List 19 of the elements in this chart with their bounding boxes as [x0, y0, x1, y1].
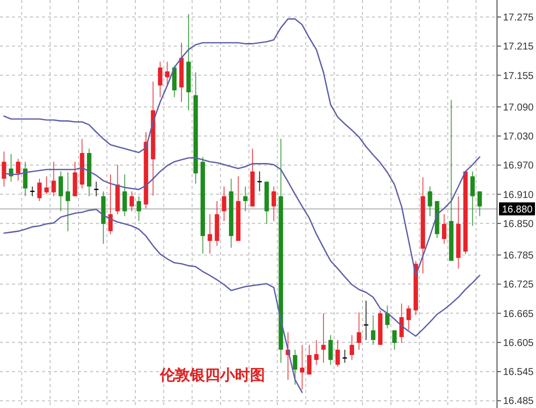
- y-tick-label: 16.485: [503, 396, 534, 408]
- y-tick-label: 16.910: [503, 190, 534, 201]
- y-tick-label: 16.545: [503, 367, 534, 378]
- ref-line-label: 16.880: [502, 204, 534, 216]
- line-series: [3, 157, 480, 337]
- y-tick-label: 17.215: [503, 42, 534, 53]
- y-tick-label: 16.785: [503, 250, 534, 262]
- text: 伦敦银四小时图: [159, 366, 265, 384]
- y-tick-label: 16.605: [503, 338, 534, 349]
- y-tick-label: 16.665: [503, 308, 534, 320]
- line-series: [3, 208, 303, 394]
- y-tick-label: 17.090: [503, 102, 534, 114]
- line-series: [3, 18, 480, 276]
- y-tick-label: 17.155: [503, 70, 534, 82]
- y-tick-label: 16.850: [503, 218, 534, 230]
- y-tick-label: 16.725: [503, 280, 534, 291]
- y-tick-label: 17.275: [503, 12, 534, 24]
- y-tick-label: 17.030: [503, 132, 534, 142]
- y-tick-label: 16.970: [503, 160, 534, 172]
